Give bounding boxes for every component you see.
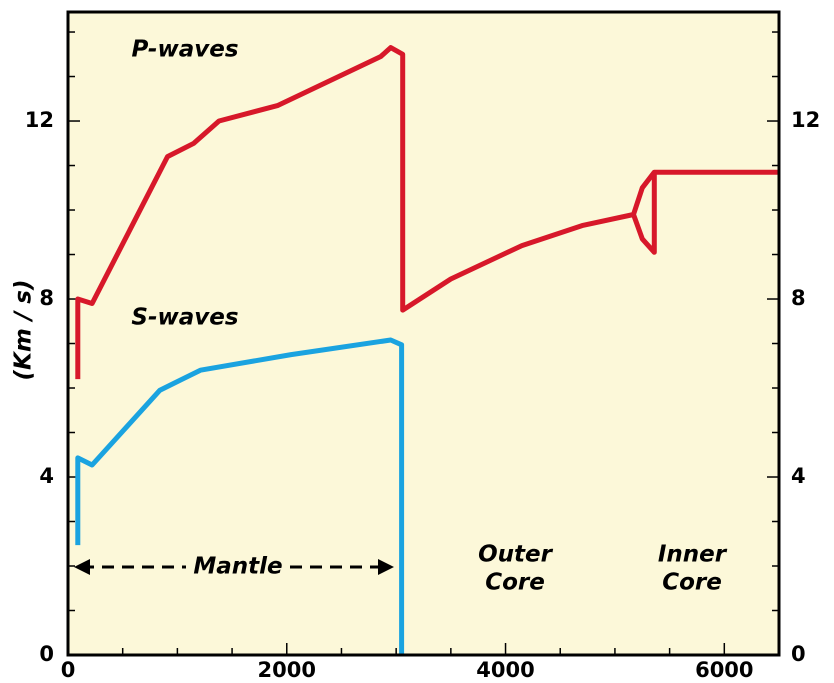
x-tick-label: 4000 bbox=[476, 658, 534, 682]
x-tick-label: 0 bbox=[61, 658, 76, 682]
y-tick-label: 8 bbox=[39, 286, 54, 310]
series-line bbox=[75, 337, 405, 655]
x-tick-label: 2000 bbox=[258, 658, 316, 682]
plot-background bbox=[68, 12, 779, 655]
series-line bbox=[75, 45, 779, 380]
y2-tick-label: 0 bbox=[791, 642, 806, 666]
region-label: Core bbox=[485, 570, 545, 596]
y-tick-label: 0 bbox=[39, 642, 54, 666]
arrow-head bbox=[74, 559, 90, 575]
x-tick-label: 6000 bbox=[695, 658, 753, 682]
y2-tick-label: 8 bbox=[791, 286, 806, 310]
region-label: Inner bbox=[658, 542, 728, 568]
y2-tick-label: 12 bbox=[791, 108, 820, 132]
series-label: S-waves bbox=[131, 305, 238, 331]
y-tick-label: 4 bbox=[39, 464, 54, 488]
y-tick-label: 12 bbox=[25, 108, 54, 132]
region-label: Core bbox=[662, 570, 722, 596]
arrow-head bbox=[378, 559, 394, 575]
region-label: Mantle bbox=[193, 554, 282, 580]
series-label: P-waves bbox=[131, 37, 238, 63]
y-axis-label: (Km / s) bbox=[11, 280, 37, 381]
y2-tick-label: 4 bbox=[791, 464, 806, 488]
region-label: Outer bbox=[478, 542, 554, 568]
plot-frame bbox=[66, 10, 781, 657]
